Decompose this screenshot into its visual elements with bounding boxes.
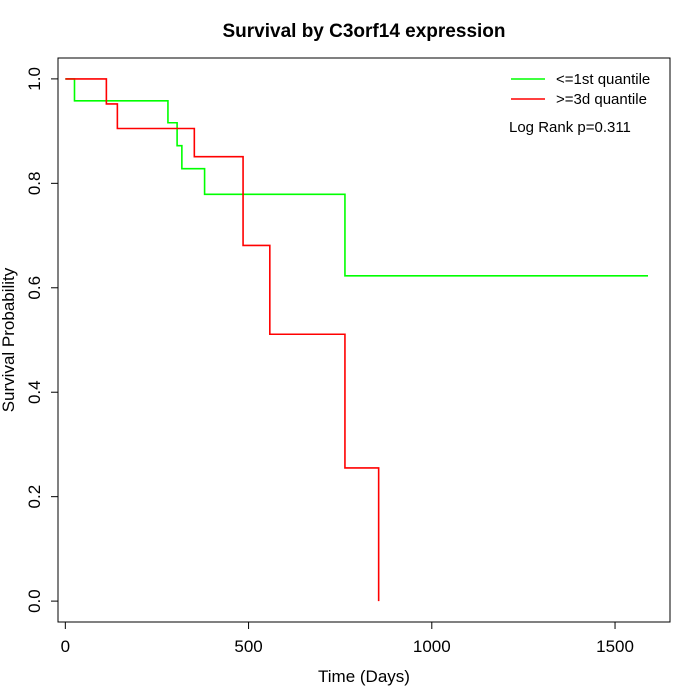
series-layer — [65, 78, 649, 602]
x-tick-label: 0 — [61, 637, 70, 656]
legend-label-0: <=1st quantile — [556, 71, 650, 88]
series-line-0 — [65, 78, 649, 277]
legend-label-1: >=3d quantile — [556, 91, 647, 108]
y-tick-label: 0.8 — [25, 172, 44, 196]
y-tick-label: 0.0 — [25, 589, 44, 613]
y-tick-label: 0.4 — [25, 380, 44, 404]
x-tick-label: 1500 — [596, 637, 634, 656]
series-line-1 — [65, 78, 380, 602]
legend: <=1st quantile >=3d quantile — [511, 71, 650, 108]
y-tick-label: 1.0 — [25, 67, 44, 91]
x-tick-label: 1000 — [413, 637, 451, 656]
y-axis: 0.0 0.2 0.4 0.6 0.8 1.0 — [25, 67, 59, 613]
chart-title: Survival by C3orf14 expression — [222, 21, 505, 42]
y-tick-label: 0.2 — [25, 485, 44, 509]
x-tick-label: 500 — [234, 637, 262, 656]
x-axis: 0 500 1000 1500 — [61, 621, 634, 656]
y-axis-label: Survival Probability — [0, 267, 18, 412]
x-axis-label: Time (Days) — [318, 667, 410, 686]
y-tick-label: 0.6 — [25, 276, 44, 300]
plot-frame — [57, 57, 671, 623]
log-rank-annotation: Log Rank p=0.311 — [509, 119, 631, 136]
